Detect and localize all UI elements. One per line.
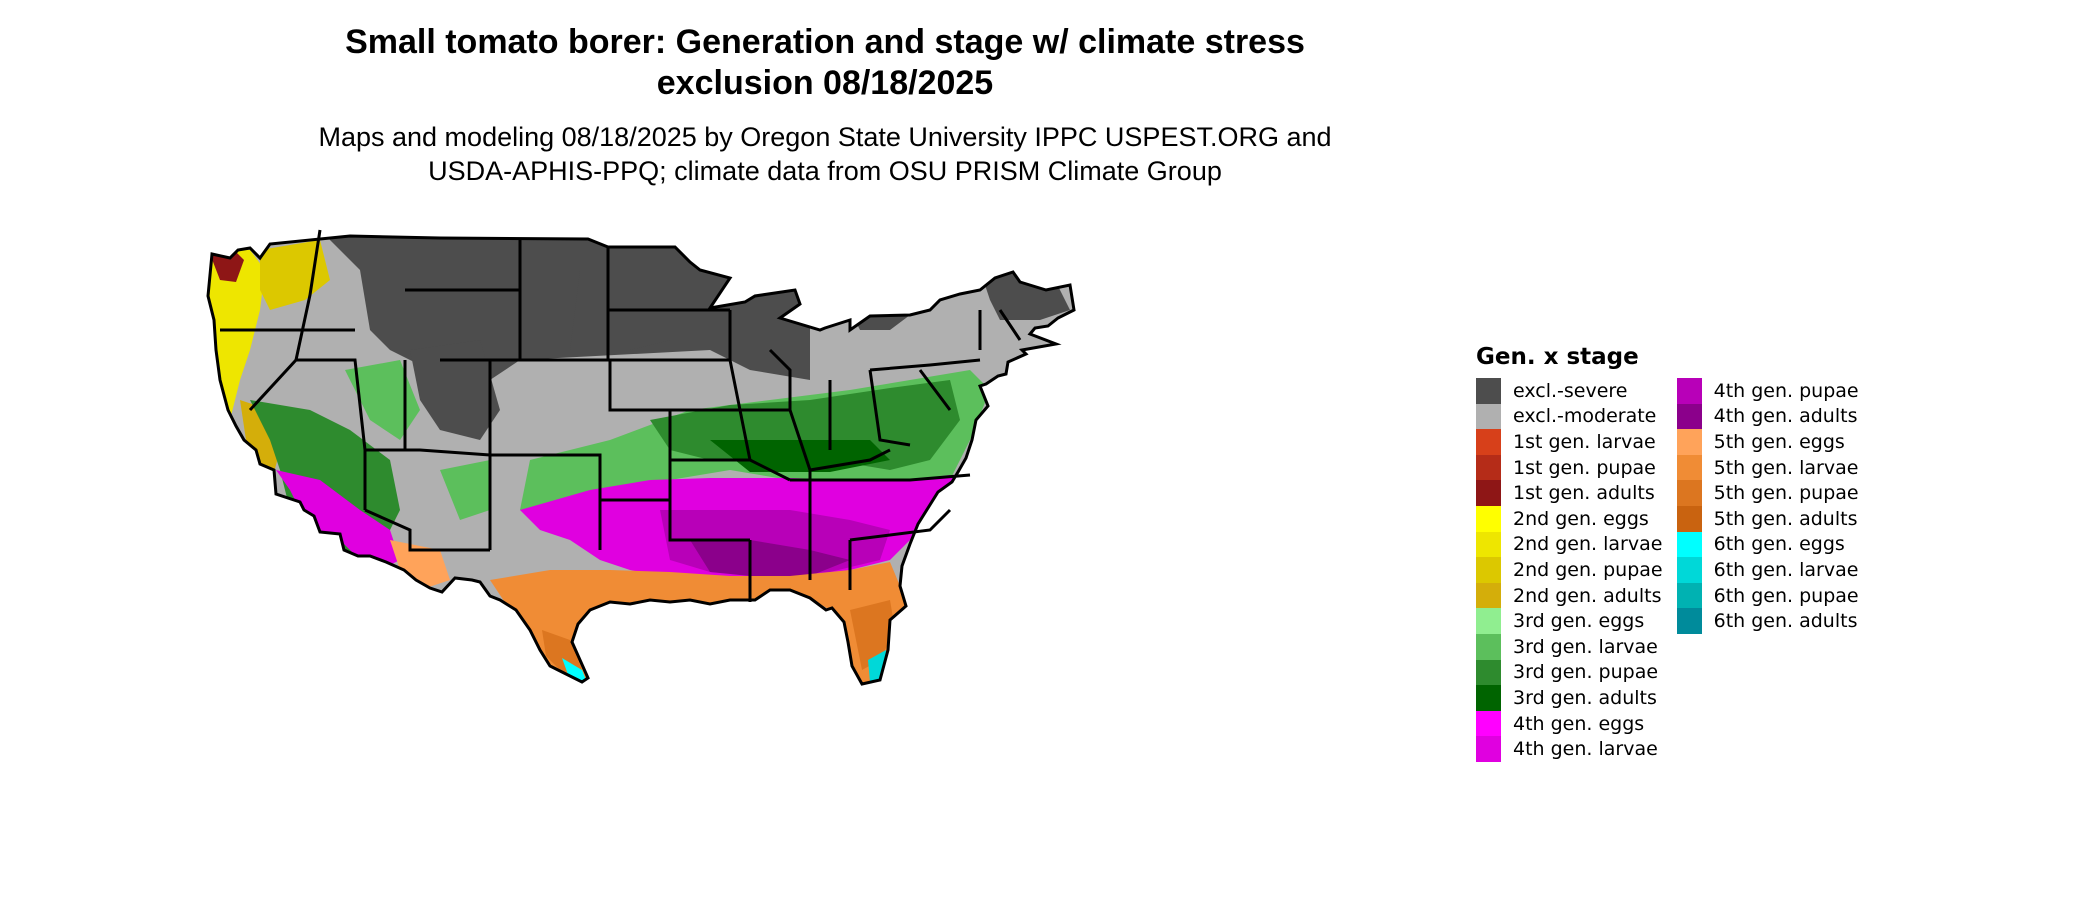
legend: Gen. x stage excl.-severe excl.-moderate 1… [1476,340,2086,762]
stage-regions [208,236,1074,684]
legend-swatch [1676,557,1702,583]
legend-swatch [1476,429,1501,455]
legend-item: 5th gen. adults [1676,505,1859,532]
legend-label: 1st gen. adults [1513,482,1655,505]
legend-label: 4th gen. larvae [1513,738,1658,761]
legend-label: excl.-severe [1513,379,1628,402]
legend-label: 3rd gen. larvae [1513,635,1658,658]
legend-column-1: excl.-severe excl.-moderate 1st gen. larva… [1476,378,1663,762]
legend-column-2: 4th gen. pupae 4th gen. adults 5th gen. eg… [1676,378,1859,762]
legend-label: 5th gen. larvae [1713,456,1859,479]
legend-label: 6th gen. eggs [1713,533,1845,556]
legend-swatch [1476,531,1501,558]
map-title-line1: Small tomato borer: Generation and stage… [345,23,1305,61]
legend-swatch [1476,608,1501,634]
us-map-svg [206,229,1076,686]
legend-title: Gen. x stage [1476,344,1639,370]
legend-item: 4th gen. pupae [1676,378,1859,404]
legend-item: 5th gen. pupae [1676,480,1859,506]
legend-item: 6th gen. adults [1676,608,1859,634]
legend-swatch [1676,480,1702,506]
legend-columns: excl.-severe excl.-moderate 1st gen. larva… [1476,378,2086,762]
legend-swatch [1476,685,1501,711]
legend-swatch [1476,403,1501,430]
legend-item: 6th gen. eggs [1676,531,1859,558]
legend-label: 1st gen. pupae [1513,456,1656,479]
legend-item: excl.-severe [1476,378,1663,404]
legend-swatch [1676,582,1702,609]
legend-item: 1st gen. larvae [1476,429,1663,455]
legend-swatch [1476,454,1501,481]
map-subtitle-line2: USDA-APHIS-PPQ; climate data from OSU PR… [428,156,1222,186]
legend-item: 1st gen. pupae [1476,454,1663,481]
legend-item: 4th gen. larvae [1476,736,1663,762]
legend-label: 4th gen. eggs [1513,712,1645,735]
legend-item: 3rd gen. pupae [1476,659,1663,686]
legend-label: excl.-moderate [1513,405,1657,428]
us-map [190,210,1480,900]
legend-swatch [1476,710,1501,737]
legend-label: 4th gen. pupae [1713,379,1859,402]
map-subtitle-line1: Maps and modeling 08/18/2025 by Oregon S… [318,122,1332,152]
legend-label: 5th gen. adults [1713,507,1858,530]
legend-swatch [1676,429,1702,455]
legend-swatch [1676,454,1702,481]
legend-swatch [1476,582,1501,609]
legend-label: 5th gen. eggs [1713,430,1845,453]
legend-item: 2nd gen. eggs [1476,505,1663,532]
legend-swatch [1476,505,1501,532]
legend-item: excl.-moderate [1476,403,1663,430]
legend-item: 3rd gen. larvae [1476,633,1663,660]
legend-swatch [1476,633,1501,660]
legend-label: 1st gen. larvae [1513,430,1656,453]
legend-swatch [1676,505,1702,532]
legend-label: 5th gen. pupae [1713,482,1859,505]
legend-swatch [1676,531,1702,558]
legend-swatch [1476,659,1501,686]
map-subtitle: Maps and modeling 08/18/2025 by Oregon S… [230,120,1420,188]
map-title-line2: exclusion 08/18/2025 [656,64,994,102]
legend-item: 6th gen. pupae [1676,582,1859,609]
state-borders [206,229,1076,686]
legend-item: 2nd gen. larvae [1476,531,1663,558]
legend-swatch [1476,736,1501,762]
legend-item: 5th gen. larvae [1676,454,1859,481]
legend-swatch [1476,480,1501,506]
legend-item: 2nd gen. pupae [1476,557,1663,583]
legend-label: 6th gen. pupae [1713,584,1859,607]
legend-label: 6th gen. larvae [1713,558,1859,581]
legend-label: 3rd gen. pupae [1513,661,1659,684]
legend-label: 2nd gen. larvae [1513,533,1663,556]
legend-label: 3rd gen. eggs [1513,610,1645,633]
legend-item: 4th gen. eggs [1476,710,1663,737]
legend-item: 3rd gen. eggs [1476,608,1663,634]
legend-label: 2nd gen. adults [1513,584,1662,607]
legend-label: 2nd gen. pupae [1513,558,1663,581]
map-title: Small tomato borer: Generation and stage… [230,22,1420,104]
legend-swatch [1476,557,1501,583]
legend-label: 6th gen. adults [1713,610,1858,633]
legend-swatch [1676,378,1702,404]
legend-label: 4th gen. adults [1713,405,1858,428]
legend-item: 6th gen. larvae [1676,557,1859,583]
legend-swatch [1676,403,1702,430]
legend-item: 4th gen. adults [1676,403,1859,430]
legend-item: 3rd gen. adults [1476,685,1663,711]
legend-swatch [1476,378,1501,404]
legend-item: 1st gen. adults [1476,480,1663,506]
legend-swatch [1676,608,1702,634]
legend-label: 3rd gen. adults [1513,686,1657,709]
legend-label: 2nd gen. eggs [1513,507,1649,530]
legend-item: 2nd gen. adults [1476,582,1663,609]
legend-item: 5th gen. eggs [1676,429,1859,455]
